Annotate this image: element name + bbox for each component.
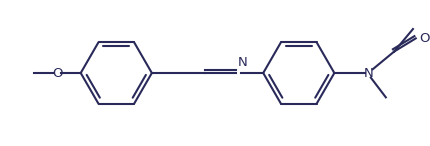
Text: N: N — [363, 66, 373, 80]
Text: O: O — [418, 32, 429, 45]
Text: O: O — [52, 66, 62, 80]
Text: N: N — [237, 56, 247, 69]
